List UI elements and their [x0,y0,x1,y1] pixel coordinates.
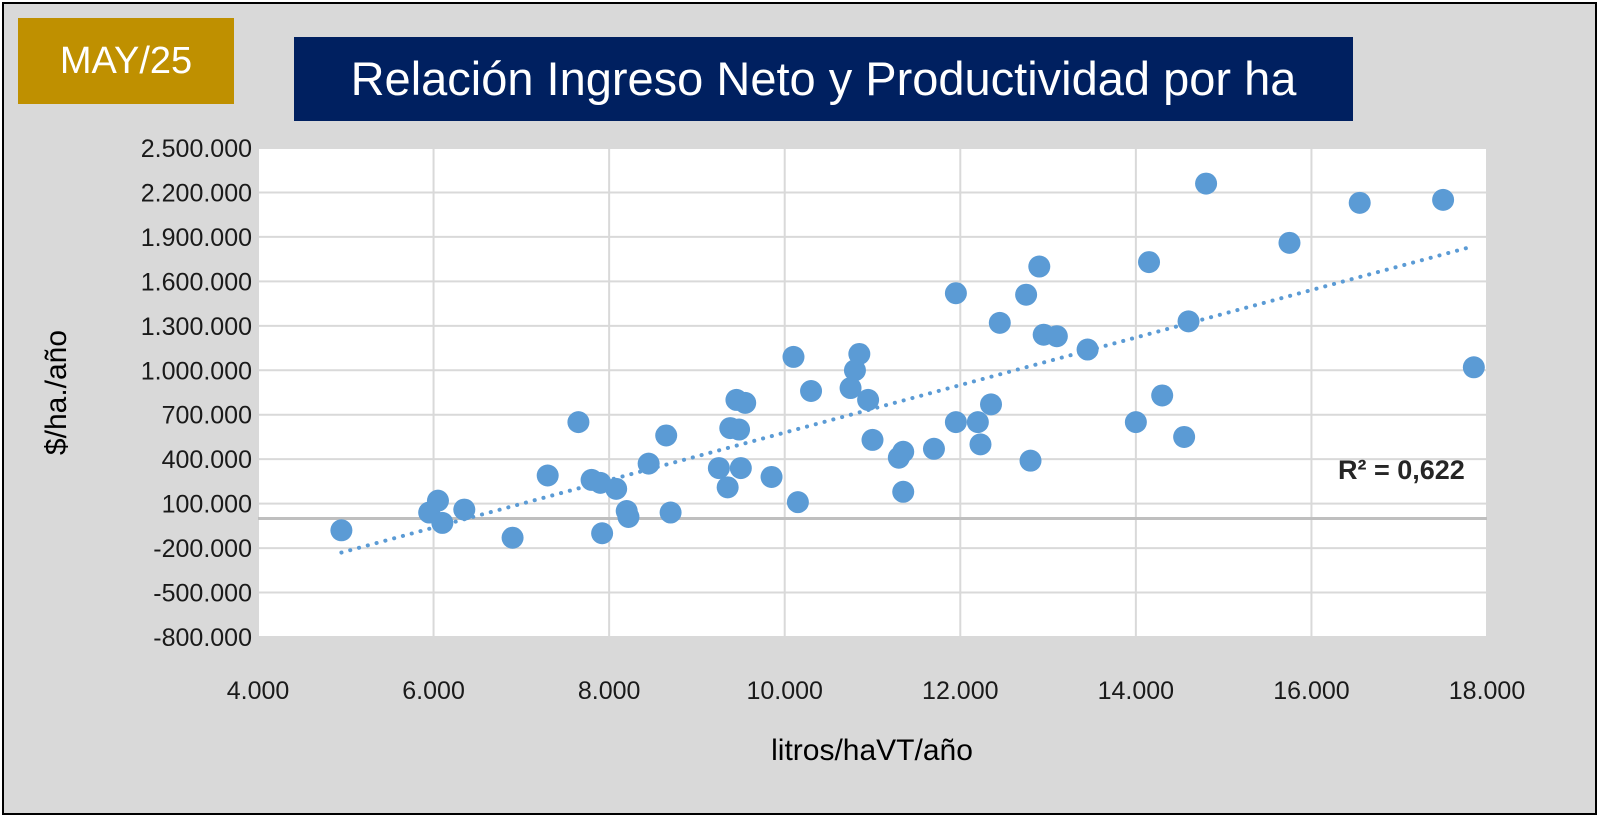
y-tick-label: 1.300.000 [141,313,252,341]
y-tick-label: 400.000 [162,446,252,474]
data-point [501,526,524,549]
data-point [1124,411,1147,434]
y-tick-label: 1.000.000 [141,357,252,385]
chart-title: Relación Ingreso Neto y Productividad po… [294,37,1353,121]
data-point [782,345,805,368]
data-point [1045,325,1068,348]
y-tick-label: -500.000 [153,580,252,608]
data-point [922,437,945,460]
r-squared-annotation: R² = 0,622 [1338,455,1465,485]
data-point [1019,449,1042,472]
y-tick-label: 1.600.000 [141,268,252,296]
data-point [988,311,1011,334]
data-point [617,505,640,528]
trendline [339,245,1472,555]
data-point [1432,188,1455,211]
data-point [800,380,823,403]
data-point [892,480,915,503]
date-badge: MAY/25 [18,18,234,104]
data-point [1151,384,1174,407]
x-tick-label: 6.000 [402,677,465,705]
data-point [1138,251,1161,274]
data-point [734,391,757,414]
data-point [591,522,614,545]
y-tick-label: -200.000 [153,535,252,563]
data-point [786,491,809,514]
data-point [980,393,1003,416]
data-point [536,464,559,487]
data-point [861,428,884,451]
data-point [707,457,730,480]
data-point [839,377,862,400]
y-tick-label: 2.200.000 [141,179,252,207]
data-point [1177,310,1200,333]
data-point [892,440,915,463]
data-point [637,452,660,475]
x-tick-label: 10.000 [746,677,822,705]
data-point [857,388,880,411]
data-point [1015,283,1038,306]
x-tick-label: 14.000 [1098,677,1174,705]
data-point [431,511,454,534]
data-point [1462,356,1485,379]
data-point [944,411,967,434]
data-point [728,418,751,441]
x-tick-label: 8.000 [578,677,641,705]
x-tick-label: 16.000 [1273,677,1349,705]
x-axis-title: litros/haVT/año [771,734,973,767]
x-tick-label: 4.000 [227,677,290,705]
data-point [1173,425,1196,448]
data-point [1076,338,1099,361]
data-point [1278,231,1301,254]
data-point [1195,172,1218,195]
data-point [760,465,783,488]
data-point [969,433,992,456]
data-point [659,501,682,524]
data-point [848,342,871,365]
data-point [655,424,678,447]
data-point [426,489,449,512]
y-tick-label: 100.000 [162,491,252,519]
x-tick-label: 12.000 [922,677,998,705]
y-tick-label: 2.500.000 [141,135,252,163]
data-point [729,457,752,480]
data-point [330,519,353,542]
data-point [716,476,739,499]
data-point [966,411,989,434]
y-axis-title: $/ha./año [40,330,73,455]
data-point [944,282,967,305]
y-tick-label: 1.900.000 [141,224,252,252]
data-point [567,411,590,434]
x-tick-label: 18.000 [1449,677,1525,705]
y-tick-label: 700.000 [162,402,252,430]
data-point [1028,255,1051,278]
y-tick-label: -800.000 [153,624,252,652]
data-point [453,498,476,521]
data-point [1348,191,1371,214]
data-point [605,477,628,500]
